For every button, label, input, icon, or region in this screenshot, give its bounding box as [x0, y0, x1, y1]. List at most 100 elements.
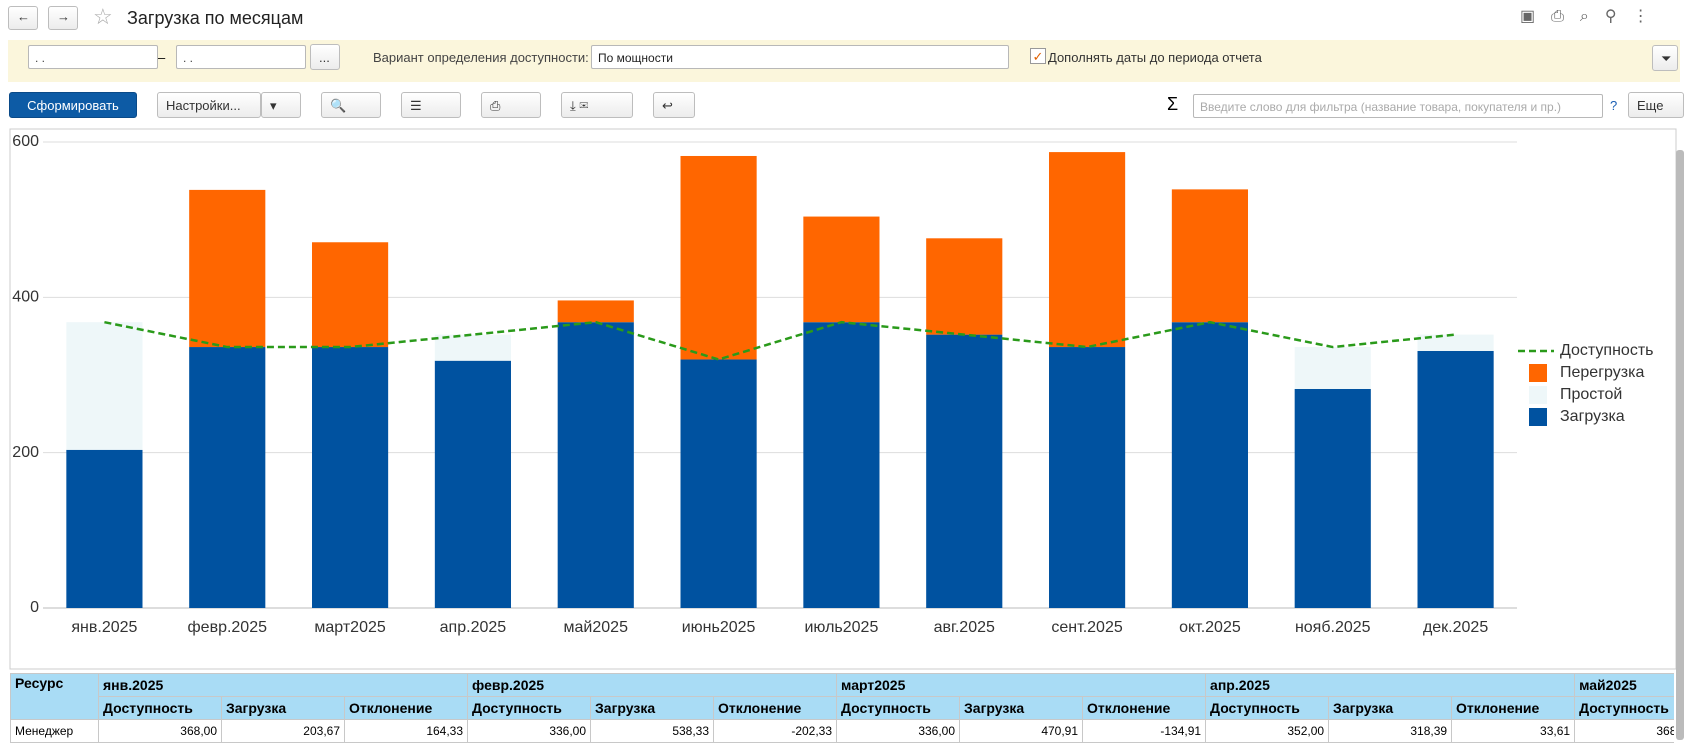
y-tick-label: 200	[12, 444, 39, 461]
bar-segment	[312, 347, 389, 608]
table-cell: Доступность	[1205, 696, 1330, 720]
table-cell: янв.2025	[97, 673, 469, 697]
bar-segment	[557, 322, 634, 608]
legend-label: Доступность	[1560, 342, 1653, 359]
table-cell: май2025	[1574, 673, 1674, 697]
table-cell: апр.2025	[1205, 673, 1576, 697]
back-button[interactable]: ←	[8, 6, 38, 30]
table-cell: февр.2025	[467, 673, 838, 697]
params-panel: . . – . . ... Вариант определения доступ…	[8, 40, 1680, 82]
bar-segment	[926, 334, 1003, 608]
availability-line	[104, 320, 1456, 361]
table-cell: Отклонение	[713, 696, 838, 720]
table-cell: 33,61	[1451, 719, 1576, 743]
table-cell: Доступность	[467, 696, 592, 720]
bar-segment	[434, 334, 511, 361]
table-cell: Доступность	[98, 696, 222, 720]
table-cell: Доступность	[836, 696, 961, 720]
scrollbar[interactable]	[1676, 150, 1684, 740]
legend-label: Простой	[1560, 386, 1622, 403]
bar-segment	[1171, 189, 1248, 323]
table-cell: Загрузка	[1328, 696, 1453, 720]
title-bar: ← → ☆ Загрузка по месяцам ▣⎙⌕⚲⋮	[0, 0, 1687, 38]
help-link[interactable]: ?	[1610, 98, 1618, 113]
undo-button[interactable]: ↩	[653, 92, 695, 118]
bar-segment	[803, 322, 880, 608]
x-tick-label: апр.2025	[440, 619, 507, 636]
table-cell: -202,33	[713, 719, 838, 743]
filter-button[interactable]: ⏷	[1652, 45, 1678, 71]
x-tick-label: сент.2025	[1051, 619, 1122, 636]
table-cell: Ресурс	[10, 673, 99, 720]
legend-swatch	[1529, 408, 1547, 426]
print-buttons[interactable]: ⎙	[481, 92, 541, 118]
y-tick-label: 0	[30, 599, 39, 616]
x-tick-label: июль2025	[804, 619, 878, 636]
table-cell: Загрузка	[590, 696, 715, 720]
table-cell: 164,33	[343, 719, 469, 743]
x-tick-label: нояб.2025	[1295, 619, 1371, 636]
generate-button[interactable]: Сформировать	[9, 92, 137, 118]
y-tick-label: 400	[12, 289, 39, 306]
date-dash: –	[158, 50, 166, 65]
legend-swatch	[1529, 364, 1547, 382]
favorite-star[interactable]: ☆	[93, 4, 113, 29]
legend-label: Перегрузка	[1560, 364, 1644, 381]
bar-segment	[1417, 334, 1494, 351]
table-cell: Доступность	[1574, 696, 1674, 720]
group-buttons[interactable]: ☰	[401, 92, 461, 118]
bar-segment	[1417, 350, 1494, 608]
bar-segment	[926, 238, 1003, 335]
table-cell: Отклонение	[1082, 696, 1207, 720]
filter-input[interactable]: Введите слово для фильтра (название това…	[1193, 94, 1603, 118]
export-buttons[interactable]: ⤓ ✉	[561, 92, 633, 118]
bar-segment	[312, 242, 389, 348]
bar-segment	[434, 360, 511, 608]
table-cell: 336,00	[467, 719, 592, 743]
x-tick-label: авг.2025	[934, 619, 995, 636]
table-cell: 203,67	[221, 719, 345, 743]
table-cell: Отклонение	[343, 696, 469, 720]
sum-icon: Σ	[1167, 94, 1179, 114]
table-cell: 470,91	[959, 719, 1084, 743]
bar-segment	[189, 189, 266, 348]
search-buttons[interactable]: 🔍	[321, 92, 381, 118]
variants-button[interactable]: ▾	[261, 92, 301, 118]
table-cell: март2025	[836, 673, 1207, 697]
period-button[interactable]: ...	[310, 44, 340, 70]
x-tick-label: май2025	[564, 619, 629, 636]
date-to[interactable]: . .	[176, 45, 306, 69]
table-cell: 336,00	[836, 719, 961, 743]
table-cell: Загрузка	[221, 696, 345, 720]
settings-button[interactable]: Настройки...	[157, 92, 261, 118]
date-from[interactable]: . .	[28, 45, 158, 69]
table-cell: Менеджер	[10, 719, 99, 743]
bar-segment	[1049, 152, 1126, 348]
bar-segment	[803, 216, 880, 323]
table-cell: 538,33	[590, 719, 715, 743]
more-button[interactable]: Еще	[1628, 92, 1684, 118]
table-cell: 352,00	[1205, 719, 1330, 743]
report-table: Ресурс янв.2025 февр.2025 март2025 апр.2025 м…	[10, 673, 1674, 744]
x-tick-label: февр.2025	[188, 619, 268, 636]
variant-select[interactable]: По мощности	[591, 45, 1009, 69]
forward-button[interactable]: →	[48, 6, 78, 30]
table: Ресурс янв.2025 февр.2025 март2025 апр.2025 м…	[10, 673, 1674, 743]
table-cell: Отклонение	[1451, 696, 1576, 720]
extend-checkbox[interactable]: ✓	[1030, 48, 1046, 64]
table-cell: 368,00	[1574, 719, 1674, 743]
x-tick-label: дек.2025	[1423, 619, 1488, 636]
bar-segment	[1294, 388, 1371, 608]
bar-segment	[1294, 347, 1371, 389]
bar-segment	[680, 359, 757, 608]
table-cell: 318,39	[1328, 719, 1453, 743]
x-tick-label: март2025	[314, 619, 385, 636]
y-tick-label: 600	[12, 133, 39, 150]
window-icons[interactable]: ▣⎙⌕⚲⋮	[1520, 8, 1665, 25]
extend-label: Дополнять даты до периода отчета	[1048, 50, 1262, 65]
bar-segment	[1049, 347, 1126, 608]
legend-label: Загрузка	[1560, 408, 1625, 425]
variant-label: Вариант определения доступности:	[373, 50, 589, 65]
